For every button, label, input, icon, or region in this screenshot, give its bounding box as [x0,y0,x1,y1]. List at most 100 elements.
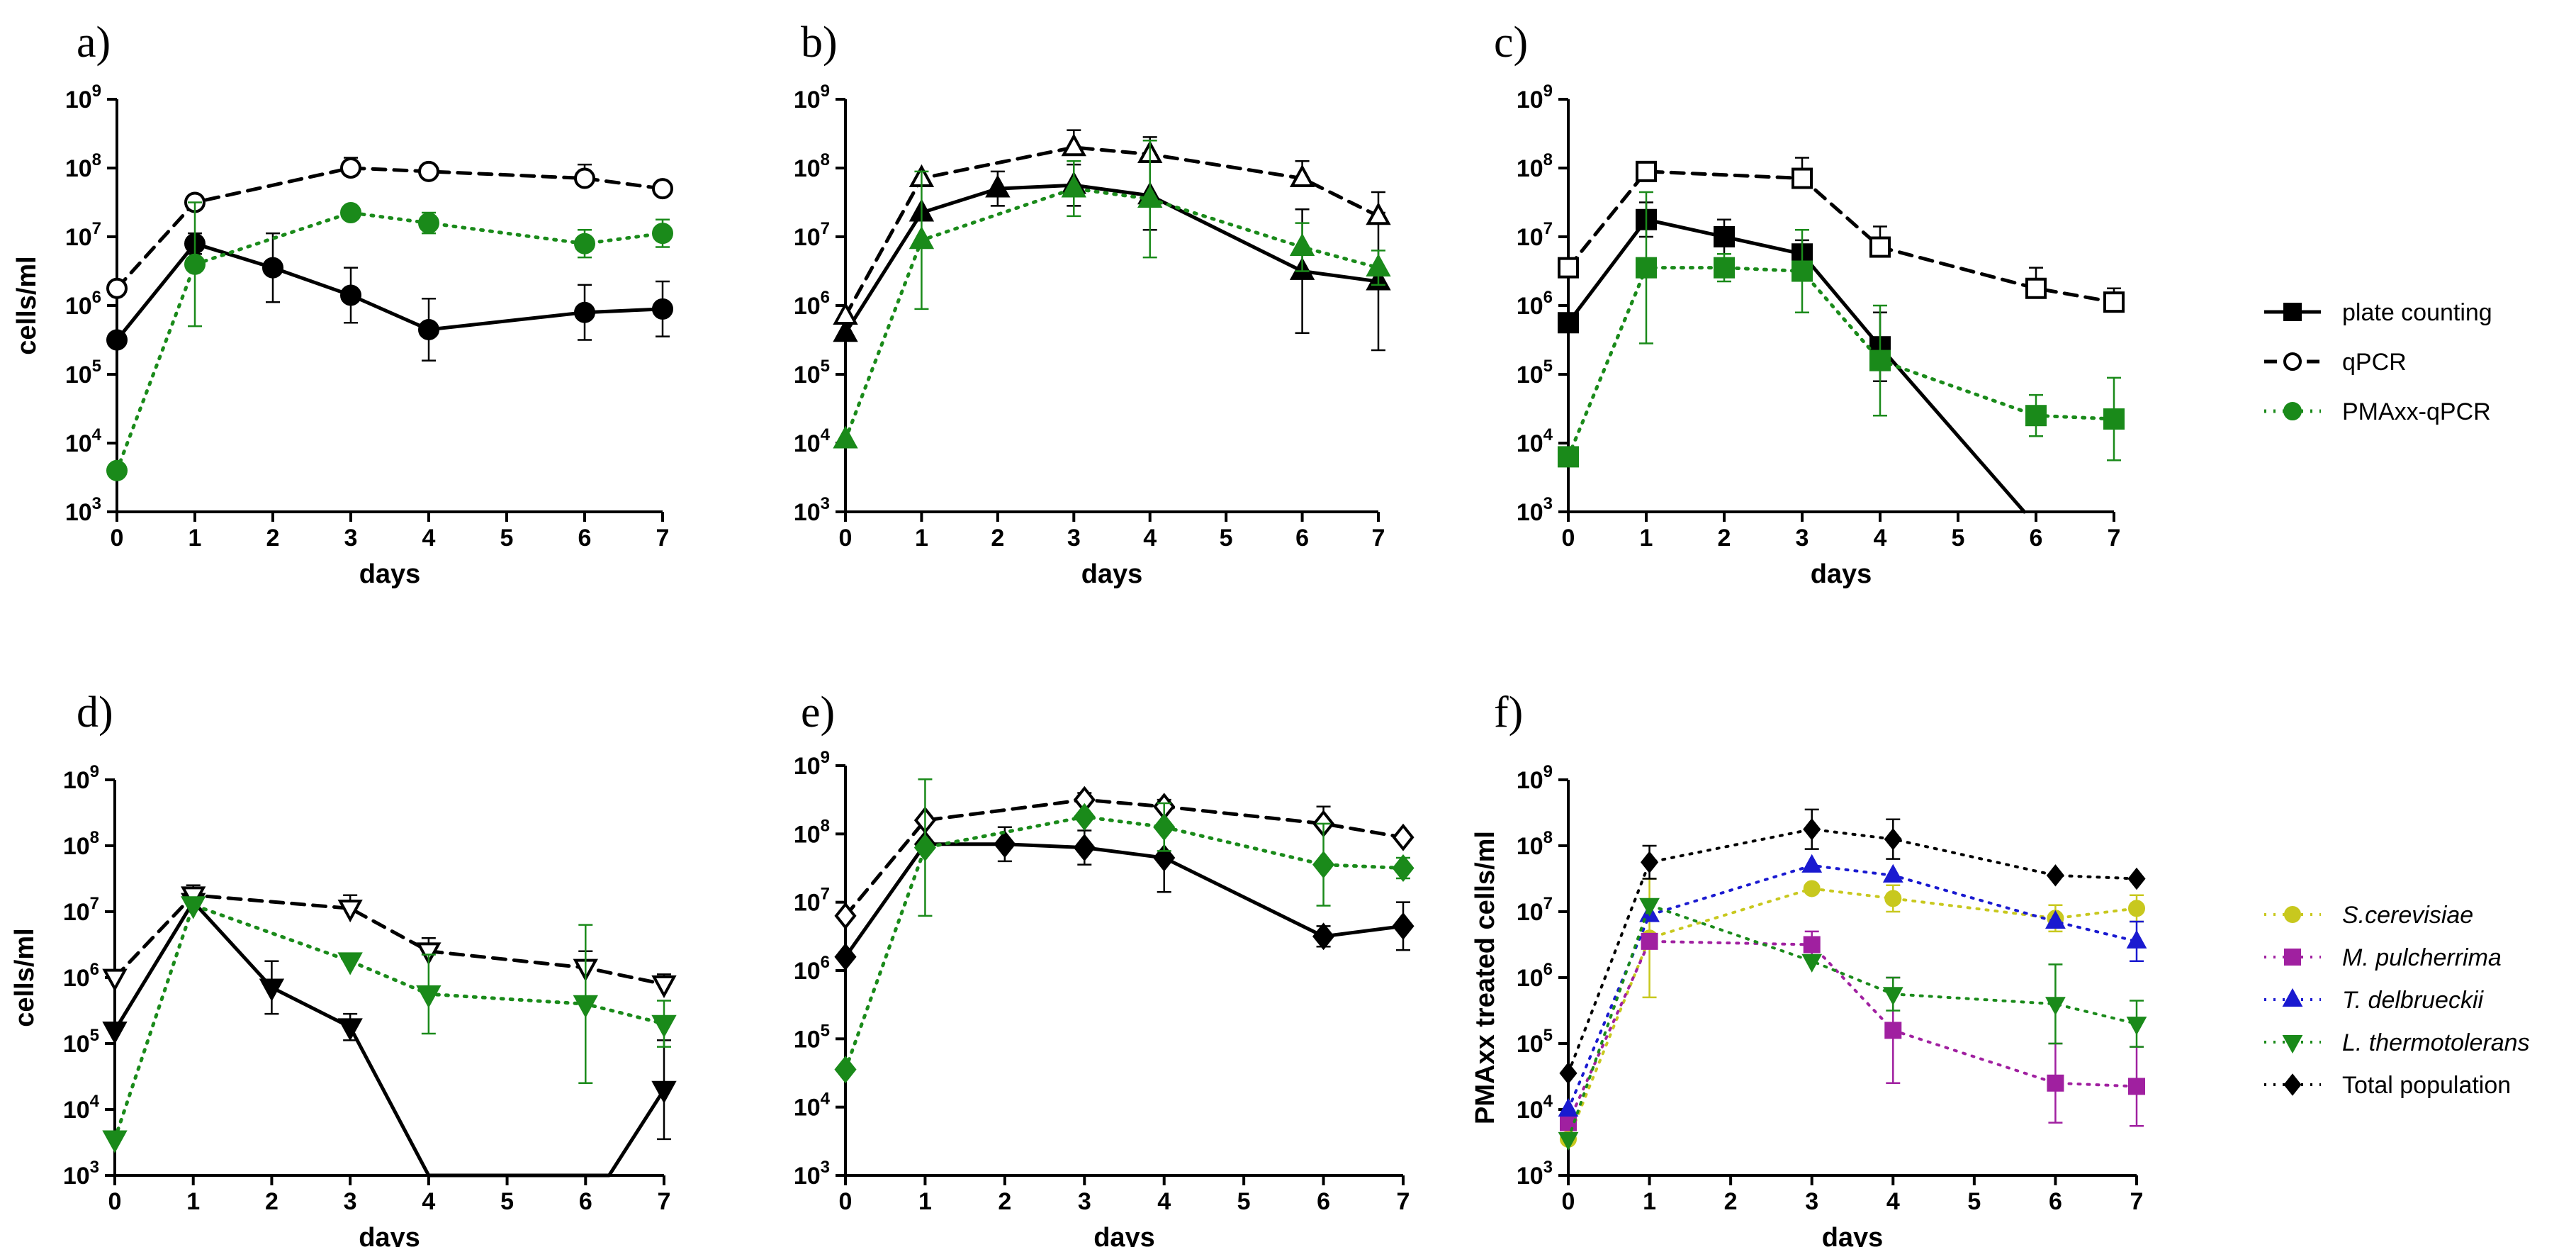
x-tick-label: 0 [839,1188,853,1215]
series-pmaxx-qpcr [102,896,677,1153]
y-tick-label: 109 [1517,82,1553,113]
data-point [106,459,128,481]
data-point [2126,929,2147,949]
x-tick-label: 6 [2049,1188,2062,1215]
x-axis-title: days [1822,1223,1884,1247]
series-pmaxx-qpcr [106,201,673,481]
y-tick-label: 104 [63,1092,100,1124]
x-tick-label: 0 [1562,525,1575,552]
data-point [1801,954,1823,973]
data-point [102,968,128,992]
x-tick-label: 4 [1874,525,1887,552]
y-tick-label: 107 [63,894,99,926]
y-tick-label: 105 [65,357,101,388]
series-qpcr [1558,157,2125,313]
series-total-population [1559,808,2146,1085]
data-point [1289,233,1315,256]
data-point [418,160,439,182]
data-point [340,157,361,179]
data-point [1153,844,1176,872]
y-tick-label: 106 [1517,960,1553,992]
x-tick-label: 7 [1397,1188,1410,1215]
data-point [184,253,206,275]
panel-a: a) 103 104 105 106 107 108 109 0 1 2 3 4 5 6 7 days cells… [12,18,673,589]
legend-label: PMAxx-qPCR [2342,398,2491,425]
data-point [833,301,858,325]
series-pmaxx-qpcr [833,139,1391,449]
data-point [1312,922,1335,951]
x-axis-title: days [359,1223,420,1247]
x-tick-label: 3 [1796,525,1809,552]
data-point [416,985,441,1009]
x-tick-label: 2 [998,1188,1011,1215]
data-point [651,1014,677,1038]
data-point [418,318,439,340]
data-point [1636,160,1657,182]
panel-e: e) 103 104 105 106 107 108 109 0 1 2 3 4 5 6 7 days [794,688,1414,1247]
data-point [834,1056,857,1084]
data-point [262,257,283,279]
legend-item: M. pulcherrima [2264,944,2502,971]
data-point [1153,813,1176,841]
data-point [574,233,595,255]
panel-label: a) [77,18,111,67]
data-point [1882,863,1903,883]
series-line [1566,218,2026,514]
data-point [2025,405,2047,427]
panel-label: b) [801,18,838,67]
data-point [1639,897,1660,917]
y-tick-label: 103 [794,494,830,526]
x-tick-label: 0 [839,525,853,552]
panel-f: f) 103 104 105 106 107 108 109 0 1 2 3 4 5 6 7 days PMAxx… [1470,688,2147,1247]
data-point [2046,864,2064,887]
x-tick-label: 1 [1640,525,1653,552]
x-tick-label: 7 [2108,525,2121,552]
y-tick-label: 105 [1517,357,1553,388]
data-point [418,212,439,234]
data-point [1558,446,1579,468]
legend-item: qPCR [2264,349,2407,376]
data-point [106,277,128,299]
data-point [2103,408,2125,430]
x-tick-label: 5 [1220,525,1233,552]
data-point [1366,253,1391,277]
data-point [1559,1062,1577,1085]
x-axis-title: days [1081,559,1143,589]
series-pmaxx-qpcr [834,778,1414,1084]
data-point [573,995,598,1018]
series-line [843,145,1380,318]
data-point [102,1130,128,1153]
data-point [652,298,673,320]
y-tick-label: 103 [63,1158,99,1190]
data-point [1073,834,1096,862]
legend-item: T. delbrueckii [2264,987,2485,1014]
x-tick-label: 2 [991,525,1004,552]
x-tick-label: 0 [111,525,124,552]
data-point [2128,900,2145,917]
y-tick-label: 105 [1517,1026,1553,1058]
data-point [102,1022,128,1045]
x-axis-title: days [359,559,421,589]
data-point [833,319,858,342]
legend-label: plate counting [2342,299,2492,326]
data-point [1641,932,1658,950]
series-line [113,903,666,1141]
series-line [1567,827,2138,1075]
data-point [337,899,363,923]
x-tick-label: 2 [266,525,280,552]
data-point [652,223,673,245]
y-tick-label: 109 [63,762,99,794]
x-tick-label: 4 [422,1188,435,1215]
data-point [340,284,361,306]
panel-d: d) 103 104 105 106 107 108 109 0 1 2 3 4 5 6 7 days cells… [10,688,677,1247]
y-tick-label: 104 [794,425,831,457]
data-point [1714,257,1735,279]
x-tick-label: 6 [578,525,592,552]
series-plate-counting [1558,201,2026,514]
legend-label: qPCR [2342,349,2407,376]
data-point [651,975,677,999]
y-tick-label: 106 [794,953,830,985]
y-tick-label: 107 [794,885,830,917]
data-point [340,202,361,224]
y-axis-title: PMAxx treated cells/ml [1470,831,1500,1124]
